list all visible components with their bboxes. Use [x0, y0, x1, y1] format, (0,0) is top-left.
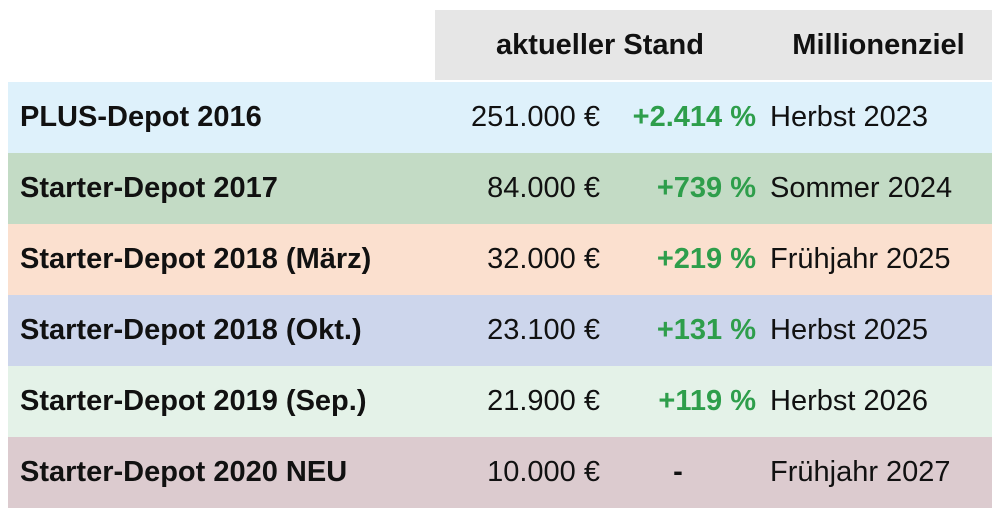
table-header: aktueller Stand Millionenziel: [0, 0, 1000, 80]
table-row: Starter-Depot 2018 (März) 32.000 € +219 …: [8, 224, 992, 295]
depot-change: -: [673, 456, 683, 488]
header-million-goal: Millionenziel: [792, 28, 965, 61]
depot-name: Starter-Depot 2017: [20, 172, 278, 204]
depot-change: +739 %: [656, 172, 756, 204]
table-row: Starter-Depot 2017 84.000 € +739 % Somme…: [8, 153, 992, 224]
depot-name: PLUS-Depot 2016: [20, 101, 262, 133]
depot-value: 251.000 €: [470, 101, 600, 133]
table-row: Starter-Depot 2020 NEU 10.000 € - Frühja…: [8, 437, 992, 508]
depot-name: Starter-Depot 2020 NEU: [20, 456, 348, 488]
depot-name: Starter-Depot 2018 (Okt.): [20, 314, 362, 346]
depot-change: +119 %: [658, 385, 756, 417]
table-row: PLUS-Depot 2016 251.000 € +2.414 % Herbs…: [8, 82, 992, 153]
depot-goal: Herbst 2023: [770, 101, 928, 133]
depot-value: 84.000 €: [487, 172, 600, 204]
depot-name: Starter-Depot 2018 (März): [20, 243, 372, 275]
depot-change: +2.414 %: [632, 101, 756, 133]
depot-name: Starter-Depot 2019 (Sep.): [20, 385, 367, 417]
depot-change: +219 %: [656, 243, 756, 275]
header-current-value: aktueller Stand: [496, 28, 704, 61]
depot-value: 21.900 €: [487, 385, 600, 417]
depot-goal: Frühjahr 2027: [770, 456, 951, 488]
depot-goal: Herbst 2026: [770, 385, 928, 417]
depot-value: 10.000 €: [487, 456, 600, 488]
depot-change: +131 %: [656, 314, 756, 346]
table-row: Starter-Depot 2018 (Okt.) 23.100 € +131 …: [8, 295, 992, 366]
depot-goal: Herbst 2025: [770, 314, 928, 346]
depot-value: 23.100 €: [487, 314, 600, 346]
depot-value: 32.000 €: [487, 243, 600, 275]
depot-goal: Sommer 2024: [770, 172, 953, 204]
header-background: [435, 10, 992, 80]
depot-goal: Frühjahr 2025: [770, 243, 951, 275]
table-row: Starter-Depot 2019 (Sep.) 21.900 € +119 …: [8, 366, 992, 437]
